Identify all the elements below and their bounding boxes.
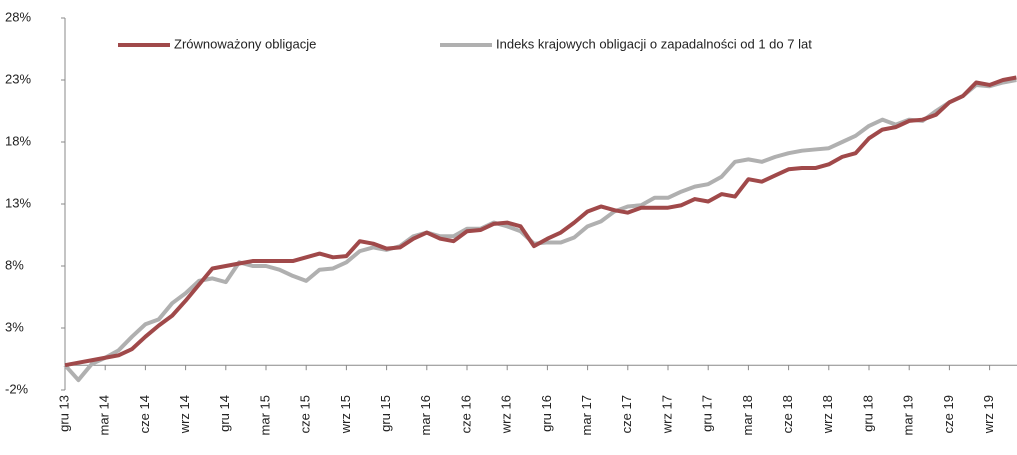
x-tick-label: gru 14 (217, 395, 232, 432)
x-tick-label: cze 16 (458, 395, 473, 433)
x-tick-label: mar 16 (418, 395, 433, 435)
y-tick-label: -2% (5, 381, 29, 396)
x-tick-label: cze 17 (619, 395, 634, 433)
x-tick-label: mar 19 (901, 395, 916, 435)
y-tick-label: 23% (5, 71, 31, 86)
x-tick-label: mar 14 (97, 395, 112, 435)
x-tick-label: cze 19 (941, 395, 956, 433)
x-tick-label: cze 18 (780, 395, 795, 433)
x-tick-label: wrz 15 (338, 395, 353, 434)
x-tick-label: gru 15 (378, 395, 393, 432)
x-tick-label: gru 16 (539, 395, 554, 432)
y-tick-label: 18% (5, 133, 31, 148)
x-tick-label: wrz 18 (820, 395, 835, 434)
x-tick-label: mar 18 (740, 395, 755, 435)
x-tick-label: mar 17 (579, 395, 594, 435)
y-tick-label: 28% (5, 9, 31, 24)
x-tick-label: gru 13 (56, 395, 71, 432)
y-tick-label: 13% (5, 195, 31, 210)
y-tick-label: 8% (5, 257, 24, 272)
x-tick-label: wrz 17 (659, 395, 674, 434)
x-tick-label: wrz 16 (499, 395, 514, 434)
series-line (64, 75, 1017, 368)
x-tick-label: cze 14 (137, 395, 152, 433)
x-tick-label: cze 15 (298, 395, 313, 433)
y-tick-label: 3% (5, 319, 24, 334)
legend-label: Indeks krajowych obligacji o zapadalnośc… (496, 36, 812, 51)
legend-label: Zrównoważony obligacje (174, 36, 316, 51)
x-tick-label: wrz 14 (177, 395, 192, 434)
series-line (63, 78, 1017, 383)
x-tick-label: gru 18 (860, 395, 875, 432)
x-tick-label: wrz 19 (981, 395, 996, 434)
x-tick-label: gru 17 (700, 395, 715, 432)
x-tick-label: mar 15 (257, 395, 272, 435)
